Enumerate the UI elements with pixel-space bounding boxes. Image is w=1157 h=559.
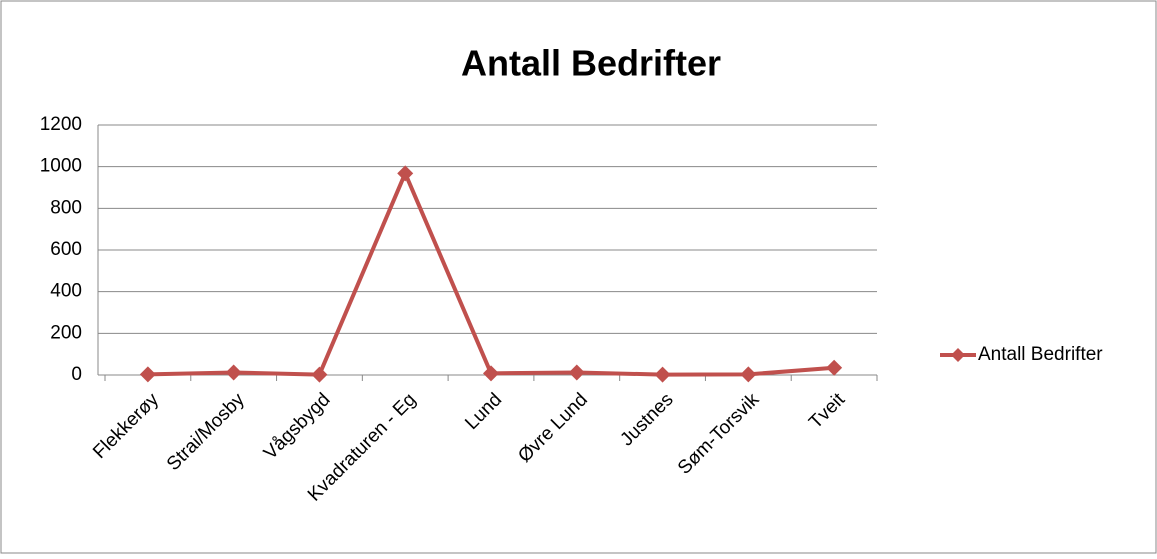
y-tick-label: 600 [50, 239, 82, 260]
point-marker [311, 366, 328, 383]
point-marker [397, 165, 414, 182]
point-marker [568, 364, 585, 381]
point-marker [654, 366, 671, 383]
y-tick-label: 1200 [40, 114, 82, 135]
y-tick-label: 1000 [40, 156, 82, 177]
point-marker [826, 359, 843, 376]
point-marker [225, 364, 242, 381]
legend-marker [951, 348, 965, 362]
point-marker [483, 365, 499, 382]
y-tick-label: 400 [50, 281, 82, 302]
y-tick-label: 200 [50, 322, 82, 343]
y-tick-label: 0 [71, 364, 82, 385]
legend-label: Antall Bedrifter [978, 344, 1103, 365]
chart-title: Antall Bedrifter [461, 43, 721, 84]
point-marker [740, 366, 757, 383]
point-marker [139, 366, 156, 383]
y-tick-label: 800 [50, 197, 82, 218]
